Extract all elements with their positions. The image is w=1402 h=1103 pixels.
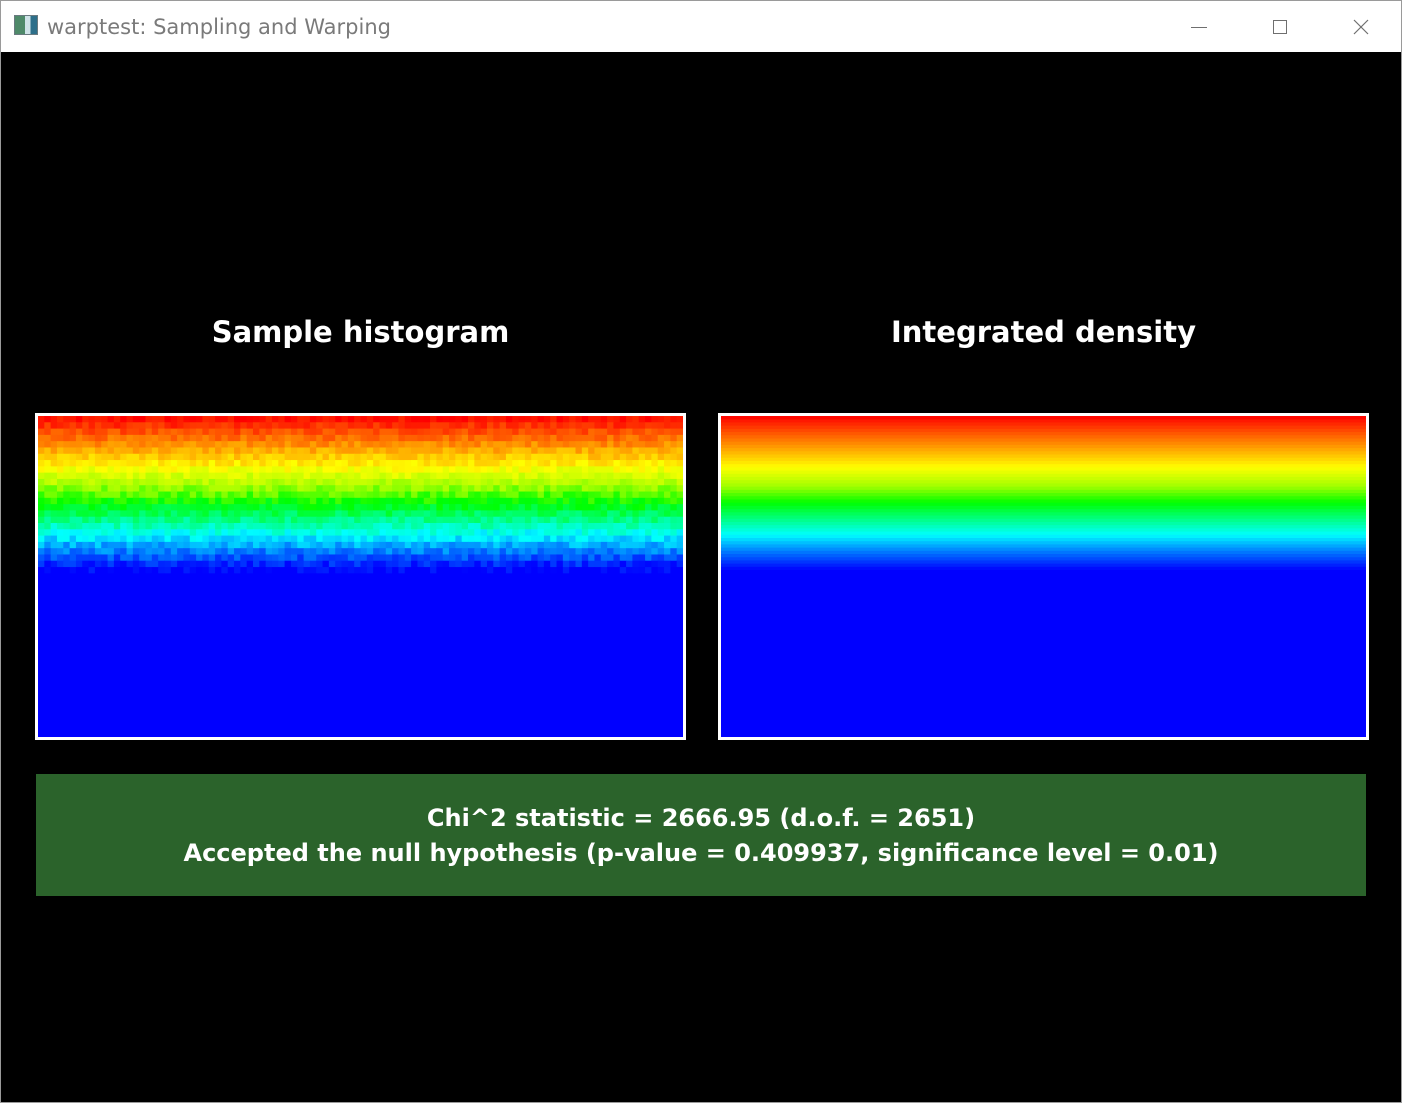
density-band (721, 470, 1366, 475)
density-band (721, 566, 1366, 571)
density-band (721, 473, 1366, 478)
chi2-result-box: Chi^2 statistic = 2666.95 (d.o.f. = 2651… (36, 774, 1366, 896)
density-band (721, 525, 1366, 529)
density-band (721, 480, 1366, 485)
density-band (721, 512, 1366, 517)
density-band (721, 493, 1366, 497)
density-band (721, 489, 1366, 494)
density-band (721, 457, 1366, 462)
density-band (721, 454, 1366, 459)
density-band (721, 486, 1366, 491)
close-icon (1353, 19, 1369, 35)
density-band (721, 576, 1366, 581)
density-band (721, 496, 1366, 501)
density-band (721, 509, 1366, 513)
density-band (721, 570, 1366, 574)
density-band (721, 476, 1366, 481)
density-band (721, 441, 1366, 446)
density-band (721, 557, 1366, 562)
density-band (721, 464, 1366, 468)
integrated-density-image (721, 416, 1366, 584)
density-band (721, 448, 1366, 452)
density-band (721, 467, 1366, 472)
maximize-button[interactable] (1240, 1, 1320, 52)
sample-histogram-image (38, 416, 683, 600)
density-band (721, 499, 1366, 504)
density-band (721, 563, 1366, 568)
density-band (721, 460, 1366, 465)
density-band (721, 518, 1366, 523)
density-band (721, 416, 1366, 420)
density-band (721, 515, 1366, 520)
sample-histogram-title: Sample histogram (211, 315, 510, 349)
density-band (721, 534, 1366, 539)
density-band (721, 537, 1366, 542)
density-band (721, 502, 1366, 507)
density-band (721, 528, 1366, 533)
minimize-icon (1191, 27, 1207, 28)
histogram-cells (38, 416, 683, 600)
integrated-density-plot (718, 413, 1369, 740)
density-band (721, 544, 1366, 549)
density-band (721, 573, 1366, 578)
close-button[interactable] (1321, 1, 1401, 52)
density-band (721, 451, 1366, 456)
minimize-button[interactable] (1159, 1, 1239, 52)
density-band (721, 521, 1366, 526)
density-band (721, 438, 1366, 443)
density-band (721, 550, 1366, 555)
maximize-icon (1273, 20, 1287, 34)
density-band (721, 444, 1366, 449)
app-icon (14, 15, 38, 35)
density-band (721, 425, 1366, 430)
density-band (721, 428, 1366, 433)
density-band (721, 531, 1366, 536)
density-band (721, 435, 1366, 440)
window-title: warptest: Sampling and Warping (47, 15, 391, 39)
hypothesis-result-text: Accepted the null hypothesis (p-value = … (183, 839, 1219, 867)
density-band (721, 541, 1366, 545)
density-band (721, 579, 1366, 584)
title-bar[interactable]: warptest: Sampling and Warping (1, 1, 1401, 52)
density-band (721, 419, 1366, 424)
sample-histogram-plot (35, 413, 686, 740)
render-canvas: Sample histogram Integrated density Chi^… (1, 52, 1401, 1102)
density-band (721, 547, 1366, 552)
density-band (721, 554, 1366, 558)
chi2-statistic-text: Chi^2 statistic = 2666.95 (d.o.f. = 2651… (426, 804, 976, 832)
density-band (721, 483, 1366, 488)
density-band (721, 505, 1366, 510)
density-band (721, 432, 1366, 436)
density-band (721, 422, 1366, 427)
integrated-density-title: Integrated density (890, 315, 1197, 349)
density-band (721, 560, 1366, 565)
